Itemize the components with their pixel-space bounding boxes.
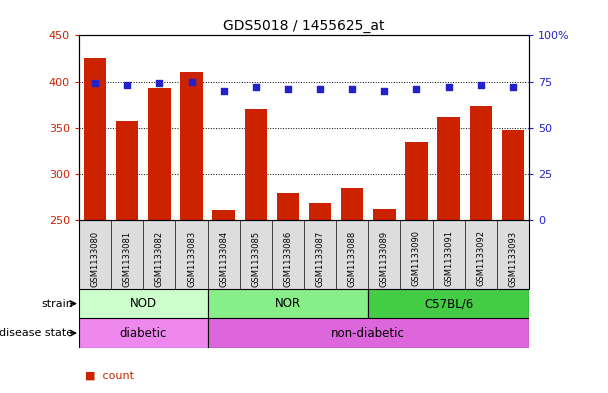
Text: GSM1133083: GSM1133083 [187, 230, 196, 286]
Bar [79, 318, 207, 348]
Text: C57BL/6: C57BL/6 [424, 297, 473, 310]
Bar [84, 59, 106, 220]
Bar [368, 289, 529, 318]
Point [122, 82, 132, 88]
Text: GSM1133092: GSM1133092 [476, 230, 485, 286]
Text: GSM1133085: GSM1133085 [251, 230, 260, 286]
Text: GSM1133089: GSM1133089 [380, 230, 389, 286]
Bar [180, 72, 202, 220]
Point [444, 84, 454, 90]
Title: GDS5018 / 1455625_at: GDS5018 / 1455625_at [223, 19, 385, 33]
Point [508, 84, 518, 90]
Point [187, 79, 196, 85]
Bar [207, 289, 368, 318]
Point [412, 86, 421, 92]
Text: GSM1133086: GSM1133086 [283, 230, 292, 286]
Point [379, 88, 389, 94]
Bar [207, 318, 529, 348]
Text: NOD: NOD [130, 297, 157, 310]
Text: GSM1133081: GSM1133081 [123, 230, 132, 286]
Bar [309, 204, 331, 220]
Bar [116, 121, 139, 220]
Bar [148, 88, 171, 220]
Bar [405, 141, 428, 220]
Point [251, 84, 261, 90]
Text: GSM1133082: GSM1133082 [155, 230, 164, 286]
Text: GSM1133087: GSM1133087 [316, 230, 325, 286]
Text: ■  count: ■ count [85, 370, 134, 380]
Point [315, 86, 325, 92]
Point [154, 80, 164, 86]
Point [219, 88, 229, 94]
Point [476, 82, 486, 88]
Bar [373, 209, 396, 220]
Text: non-diabetic: non-diabetic [331, 327, 405, 340]
Text: NOR: NOR [275, 297, 301, 310]
Bar [469, 107, 492, 220]
Text: GSM1133093: GSM1133093 [508, 230, 517, 286]
Bar [341, 188, 364, 220]
Bar [437, 117, 460, 220]
Bar [502, 130, 524, 220]
Text: GSM1133090: GSM1133090 [412, 230, 421, 286]
Point [90, 80, 100, 86]
Text: strain: strain [41, 299, 73, 309]
Text: GSM1133084: GSM1133084 [219, 230, 228, 286]
Text: GSM1133088: GSM1133088 [348, 230, 357, 286]
Point [347, 86, 357, 92]
Text: GSM1133091: GSM1133091 [444, 230, 453, 286]
Text: diabetic: diabetic [120, 327, 167, 340]
Text: GSM1133080: GSM1133080 [91, 230, 100, 286]
Bar [244, 109, 267, 220]
Point [283, 86, 293, 92]
Bar [277, 193, 299, 220]
Bar [79, 289, 207, 318]
Text: disease state: disease state [0, 328, 73, 338]
Bar [212, 210, 235, 220]
